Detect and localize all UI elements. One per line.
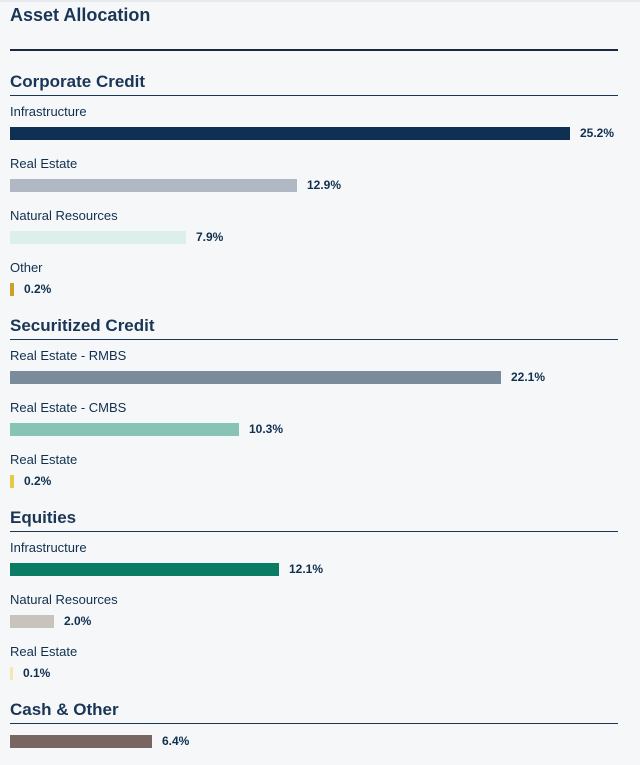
bar-label: Natural Resources (10, 592, 118, 607)
section-title: Equities (10, 508, 77, 527)
bar-label: Other (10, 260, 43, 275)
bar-label: Infrastructure (10, 104, 87, 119)
bar-label: Real Estate (10, 452, 78, 467)
bar (10, 127, 570, 140)
bar-label: Natural Resources (10, 208, 118, 223)
section-rule (10, 95, 618, 96)
bar (10, 475, 14, 488)
section-rule (10, 339, 618, 340)
bar-value-label: 0.2% (24, 282, 52, 296)
bar (10, 371, 501, 384)
section-title: Cash & Other (10, 700, 119, 719)
bar-label: Real Estate - RMBS (10, 348, 127, 363)
bar-value-label: 0.1% (23, 666, 51, 680)
bar (10, 615, 54, 628)
bar (10, 667, 13, 680)
bar-value-label: 0.2% (24, 474, 52, 488)
bar-label: Real Estate (10, 156, 78, 171)
bar (10, 563, 279, 576)
bar-label: Infrastructure (10, 540, 87, 555)
section-title: Corporate Credit (10, 72, 146, 91)
bar-value-label: 25.2% (580, 126, 615, 140)
bar-label: Real Estate (10, 644, 78, 659)
bar-value-label: 12.9% (307, 178, 342, 192)
bar (10, 231, 186, 244)
bar-value-label: 12.1% (289, 562, 324, 576)
bar-value-label: 10.3% (249, 422, 284, 436)
top-divider (0, 0, 640, 2)
section-rule (10, 531, 618, 532)
bar-value-label: 6.4% (162, 734, 190, 748)
bar-value-label: 22.1% (511, 370, 546, 384)
page-title: Asset Allocation (10, 5, 151, 25)
bar-label: Real Estate - CMBS (10, 400, 127, 415)
bar (10, 423, 239, 436)
bar-value-label: 7.9% (196, 230, 224, 244)
section-title: Securitized Credit (10, 316, 155, 335)
section-rule (10, 723, 618, 724)
title-rule (10, 49, 618, 51)
bar (10, 283, 14, 296)
bar (10, 735, 152, 748)
bar-value-label: 2.0% (64, 614, 92, 628)
bar (10, 179, 297, 192)
